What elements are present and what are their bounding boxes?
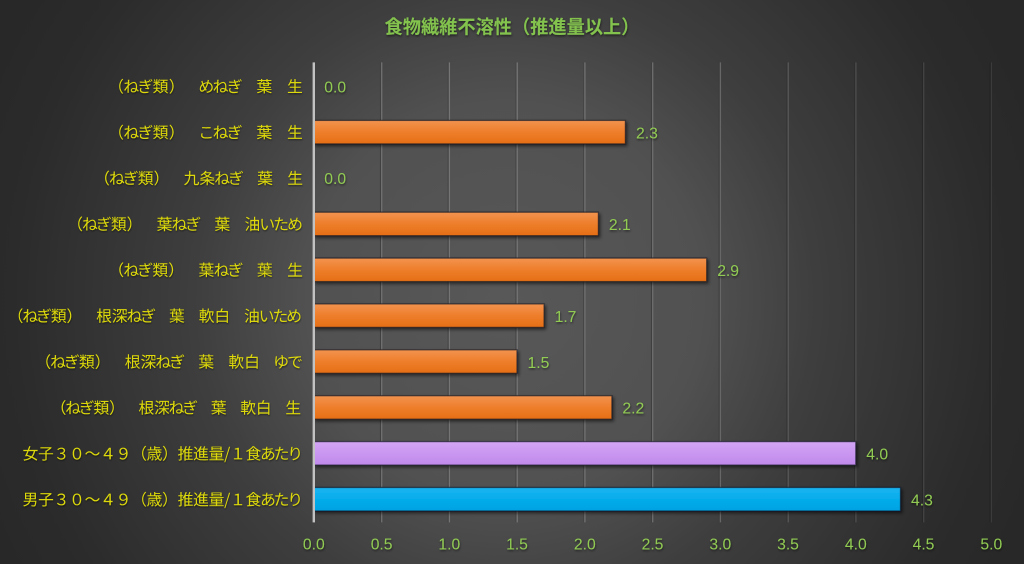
svg-text:4.0: 4.0: [866, 447, 888, 464]
svg-text:4.5: 4.5: [913, 537, 935, 554]
svg-text:2.1: 2.1: [609, 217, 631, 234]
svg-text:5.0: 5.0: [980, 537, 1002, 554]
svg-text:2.0: 2.0: [574, 537, 596, 554]
svg-text:1.7: 1.7: [555, 309, 577, 326]
svg-text:0.0: 0.0: [324, 171, 346, 188]
svg-text:2.5: 2.5: [642, 537, 664, 554]
svg-text:4.3: 4.3: [911, 493, 933, 510]
svg-text:2.9: 2.9: [717, 263, 739, 280]
svg-text:1.0: 1.0: [438, 537, 460, 554]
svg-text:2.3: 2.3: [636, 125, 658, 142]
svg-text:4.0: 4.0: [845, 537, 867, 554]
svg-text:2.2: 2.2: [622, 401, 644, 418]
svg-text:3.5: 3.5: [777, 537, 799, 554]
svg-text:0.0: 0.0: [303, 537, 325, 554]
svg-text:3.0: 3.0: [709, 537, 731, 554]
svg-text:0.5: 0.5: [371, 537, 393, 554]
svg-text:0.0: 0.0: [324, 79, 346, 96]
svg-text:1.5: 1.5: [506, 537, 528, 554]
svg-text:1.5: 1.5: [528, 355, 550, 372]
